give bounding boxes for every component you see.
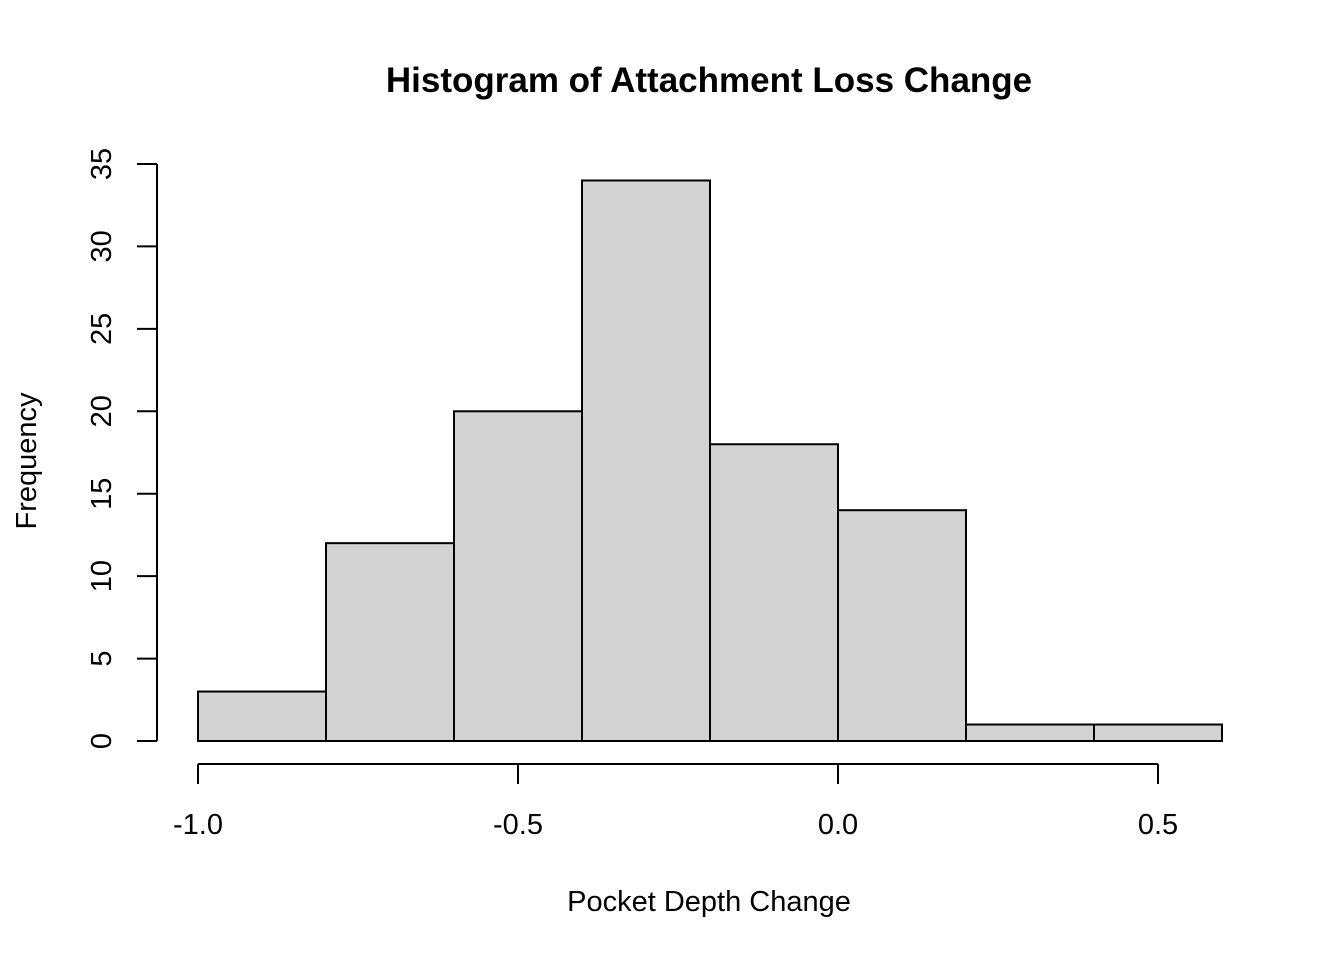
x-tick-label: 0.5 <box>1138 809 1178 841</box>
y-tick-label: 25 <box>86 313 118 345</box>
x-tick-label: 0.0 <box>818 809 858 841</box>
histogram-bar <box>581 179 711 742</box>
histogram-bar <box>325 542 455 743</box>
y-tick-label: 5 <box>86 651 118 667</box>
x-tick-label: -0.5 <box>493 809 543 841</box>
y-tick-label: 35 <box>86 148 118 180</box>
bars-group <box>197 179 1223 743</box>
histogram-bar <box>965 723 1095 742</box>
histogram-bar <box>197 690 327 742</box>
x-axis-label: Pocket Depth Change <box>567 886 851 918</box>
histogram-bar <box>837 509 967 743</box>
y-axis: 0 5 10 15 20 25 30 35 <box>86 148 158 749</box>
y-tick-label: 10 <box>86 560 118 592</box>
y-axis-label: Frequency <box>11 392 43 530</box>
y-tick-label: 0 <box>86 733 118 749</box>
y-tick-label: 15 <box>86 478 118 510</box>
y-tick-label: 20 <box>86 395 118 427</box>
histogram-bar <box>1093 723 1223 742</box>
chart-title: Histogram of Attachment Loss Change <box>386 61 1032 100</box>
histogram-bar <box>453 410 583 742</box>
x-axis: -1.0 -0.5 0.0 0.5 <box>173 763 1178 841</box>
histogram-bar <box>709 443 839 742</box>
y-tick-label: 30 <box>86 230 118 262</box>
x-tick-label: -1.0 <box>173 809 223 841</box>
